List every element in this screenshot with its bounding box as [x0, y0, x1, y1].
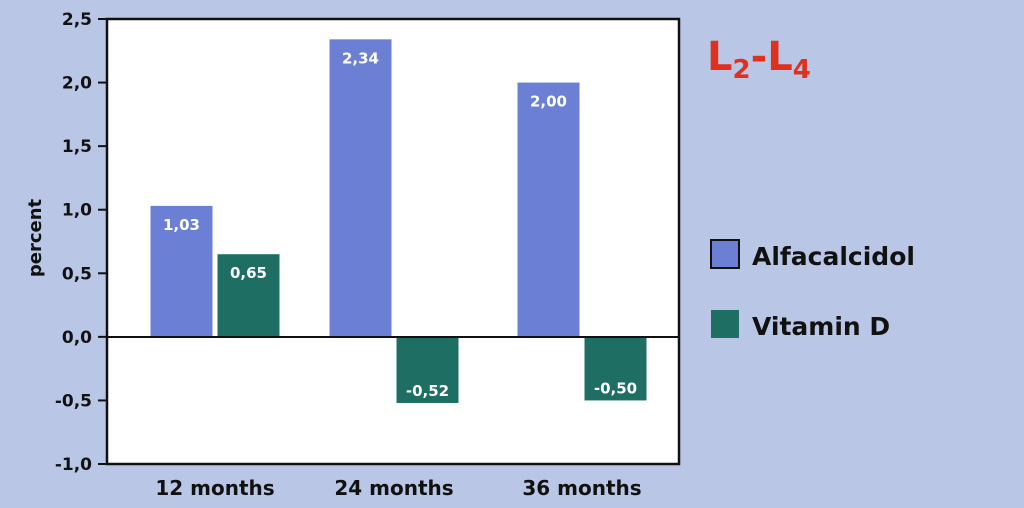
- bar-alfacalcidol: [329, 39, 392, 337]
- bars-group: [150, 39, 647, 403]
- bar-vitamin-d: [396, 336, 459, 403]
- y-tick-label: 0,5: [62, 264, 92, 284]
- y-axis-label: percent: [25, 198, 46, 277]
- y-tick-label: 2,5: [62, 10, 92, 30]
- bar-vitamin-d: [584, 336, 647, 401]
- y-tick-label: 1,5: [62, 137, 92, 157]
- legend-label-vitamin-d: Vitamin D: [752, 312, 890, 341]
- legend-swatch-alfacalcidol: [710, 239, 740, 269]
- plot-frame: [105, 17, 681, 466]
- title-letter-1: L: [707, 34, 733, 80]
- title-dash: -: [751, 34, 768, 80]
- legend-label-alfacalcidol: Alfacalcidol: [752, 242, 915, 271]
- x-tick-label: 12 months: [155, 476, 274, 500]
- bar-alfacalcidol: [150, 205, 213, 337]
- legend-swatch-vitamin-d: [711, 310, 739, 338]
- title-subscript-1: 2: [733, 55, 751, 85]
- bar-vitamin-d: [217, 254, 280, 337]
- data-label-alfacalcidol: 1,03: [163, 216, 200, 234]
- y-tick-label: 1,0: [62, 201, 92, 221]
- bar-alfacalcidol: [517, 82, 580, 337]
- x-tick-label: 36 months: [522, 476, 641, 500]
- y-tick-label: 0,0: [62, 328, 92, 348]
- data-label-vitamin-d: 0,65: [230, 264, 267, 282]
- y-tick-label: 2,0: [62, 74, 92, 94]
- x-axis: 12 months 24 months 36 months: [155, 476, 641, 500]
- y-axis: 2,5 2,0 1,5 1,0 0,5 0,0 -0,5 -1,0: [55, 10, 107, 475]
- legend: Alfacalcidol Vitamin D: [710, 239, 915, 341]
- bar-labels-group: 1,03 0,65 2,34 -0,52 2,00 -0,50: [163, 49, 637, 400]
- y-tick-label: -0,5: [55, 391, 92, 411]
- title-letter-2: L: [767, 34, 793, 80]
- y-tick-label: -1,0: [55, 455, 92, 475]
- chart-title: L2-L4: [707, 34, 811, 85]
- svg-text:L2-L4: L2-L4: [707, 34, 811, 85]
- data-label-vitamin-d: -0,50: [594, 379, 637, 397]
- data-label-alfacalcidol: 2,34: [342, 49, 379, 67]
- data-label-vitamin-d: -0,52: [406, 382, 449, 400]
- data-label-alfacalcidol: 2,00: [530, 93, 567, 111]
- x-tick-label: 24 months: [334, 476, 453, 500]
- title-subscript-2: 4: [793, 55, 811, 85]
